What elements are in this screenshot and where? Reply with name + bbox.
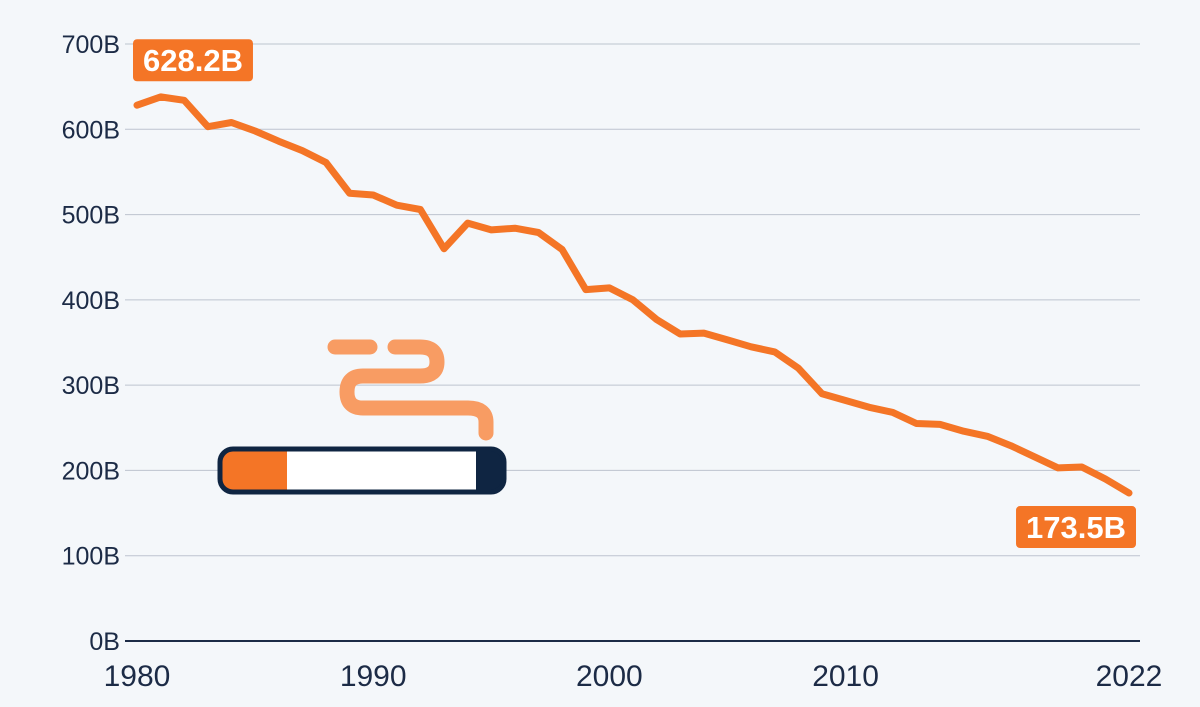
data-label-badge [133, 39, 253, 82]
data-label: 173.5B [1016, 506, 1136, 549]
data-label-text: 173.5B [1026, 510, 1126, 545]
smoke-trail [327, 339, 494, 441]
series-line [133, 93, 1133, 497]
y-tick-label: 100B [62, 543, 120, 571]
data-label: 628.2B [133, 39, 253, 82]
x-tick-label: 2000 [576, 660, 643, 693]
x-tick-label: 2010 [812, 660, 879, 693]
x-axis-ticks: 1980 1990 2000 2010 2022 [104, 660, 1163, 693]
x-tick-label: 1980 [104, 660, 171, 693]
y-tick-label: 400B [62, 287, 120, 315]
cigarette-outline [217, 446, 507, 495]
cigarette-filter [220, 449, 287, 492]
data-label-text: 628.2B [143, 43, 243, 78]
series-layer [133, 93, 1133, 497]
y-tick-label: 500B [62, 202, 120, 230]
y-tick-label: 300B [62, 372, 120, 400]
y-tick-label: 600B [62, 116, 120, 144]
cigarette-body [220, 449, 504, 492]
data-label-badge [1016, 506, 1136, 549]
y-tick-label: 0B [89, 628, 120, 656]
y-tick-label: 700B [62, 31, 120, 59]
y-axis-ticks: 0B 100B 200B 300B 400B 500B 600B 700B [62, 31, 120, 656]
cigarette-icon [217, 339, 507, 495]
cigarette-tip [476, 449, 504, 492]
x-tick-label: 1990 [340, 660, 407, 693]
x-tick-label: 2022 [1096, 660, 1163, 693]
data-labels: 628.2B 173.5B [133, 39, 1136, 549]
y-tick-label: 200B [62, 457, 120, 485]
